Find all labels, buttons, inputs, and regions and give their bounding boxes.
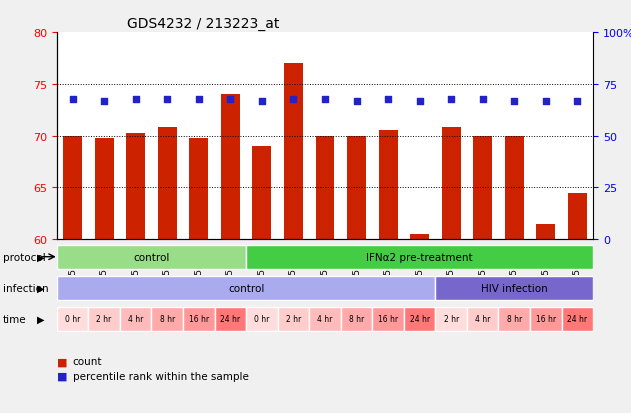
Text: 2 hr: 2 hr	[444, 315, 459, 323]
FancyBboxPatch shape	[57, 307, 88, 331]
FancyBboxPatch shape	[57, 245, 246, 269]
Point	[194, 97, 204, 103]
FancyBboxPatch shape	[88, 307, 120, 331]
Text: count: count	[73, 356, 102, 366]
Bar	[536, 224, 555, 240]
Bar	[221, 95, 240, 240]
Text: GDS4232 / 213223_at: GDS4232 / 213223_at	[126, 17, 279, 31]
Bar	[316, 136, 334, 240]
FancyBboxPatch shape	[278, 307, 309, 331]
Bar	[379, 131, 398, 240]
Text: 8 hr: 8 hr	[160, 315, 175, 323]
Text: control: control	[228, 283, 264, 293]
Point	[509, 99, 519, 105]
Bar	[442, 128, 461, 240]
Text: 16 hr: 16 hr	[378, 315, 398, 323]
Text: 16 hr: 16 hr	[536, 315, 556, 323]
Bar	[284, 64, 303, 240]
Point	[257, 99, 267, 105]
Bar	[252, 147, 271, 240]
Bar	[63, 136, 82, 240]
Text: time: time	[3, 314, 27, 324]
FancyBboxPatch shape	[435, 276, 593, 300]
Point	[162, 97, 172, 103]
Point	[478, 97, 488, 103]
FancyBboxPatch shape	[562, 307, 593, 331]
Bar	[568, 193, 587, 240]
FancyBboxPatch shape	[498, 307, 530, 331]
Point	[383, 97, 393, 103]
FancyBboxPatch shape	[57, 276, 435, 300]
FancyBboxPatch shape	[309, 307, 341, 331]
Text: ▶: ▶	[37, 314, 44, 324]
Bar	[347, 136, 366, 240]
Text: ▶: ▶	[37, 283, 44, 293]
FancyBboxPatch shape	[246, 307, 278, 331]
FancyBboxPatch shape	[435, 307, 467, 331]
Point	[288, 97, 298, 103]
Bar	[126, 133, 145, 240]
FancyBboxPatch shape	[120, 307, 151, 331]
Point	[351, 99, 362, 105]
Text: infection: infection	[3, 283, 49, 293]
Bar	[505, 136, 524, 240]
Text: 4 hr: 4 hr	[475, 315, 490, 323]
Text: 8 hr: 8 hr	[349, 315, 364, 323]
Point	[541, 99, 551, 105]
Text: 4 hr: 4 hr	[317, 315, 333, 323]
Text: IFNα2 pre-treatment: IFNα2 pre-treatment	[367, 252, 473, 262]
Text: percentile rank within the sample: percentile rank within the sample	[73, 371, 249, 381]
FancyBboxPatch shape	[404, 307, 435, 331]
Point	[320, 97, 330, 103]
Text: 16 hr: 16 hr	[189, 315, 209, 323]
Text: 8 hr: 8 hr	[507, 315, 522, 323]
Point	[446, 97, 456, 103]
Text: 4 hr: 4 hr	[128, 315, 143, 323]
Text: 0 hr: 0 hr	[254, 315, 269, 323]
Bar	[410, 234, 429, 240]
Point	[131, 97, 141, 103]
FancyBboxPatch shape	[246, 245, 593, 269]
Point	[68, 97, 78, 103]
Text: 2 hr: 2 hr	[97, 315, 112, 323]
Point	[572, 99, 582, 105]
Bar	[473, 136, 492, 240]
Text: protocol: protocol	[3, 252, 46, 262]
Text: 2 hr: 2 hr	[286, 315, 301, 323]
FancyBboxPatch shape	[183, 307, 215, 331]
FancyBboxPatch shape	[215, 307, 246, 331]
Point	[99, 99, 109, 105]
Text: ■: ■	[57, 371, 68, 381]
Text: 0 hr: 0 hr	[65, 315, 80, 323]
Text: 24 hr: 24 hr	[410, 315, 430, 323]
Point	[225, 97, 235, 103]
FancyBboxPatch shape	[530, 307, 562, 331]
FancyBboxPatch shape	[467, 307, 498, 331]
FancyBboxPatch shape	[372, 307, 404, 331]
Bar	[158, 128, 177, 240]
Bar	[95, 138, 114, 240]
Bar	[189, 138, 208, 240]
Text: ■: ■	[57, 356, 68, 366]
Text: 24 hr: 24 hr	[567, 315, 587, 323]
Text: ▶: ▶	[37, 252, 44, 262]
FancyBboxPatch shape	[151, 307, 183, 331]
Point	[415, 99, 425, 105]
Text: HIV infection: HIV infection	[481, 283, 548, 293]
FancyBboxPatch shape	[341, 307, 372, 331]
Text: control: control	[133, 252, 170, 262]
Text: 24 hr: 24 hr	[220, 315, 240, 323]
